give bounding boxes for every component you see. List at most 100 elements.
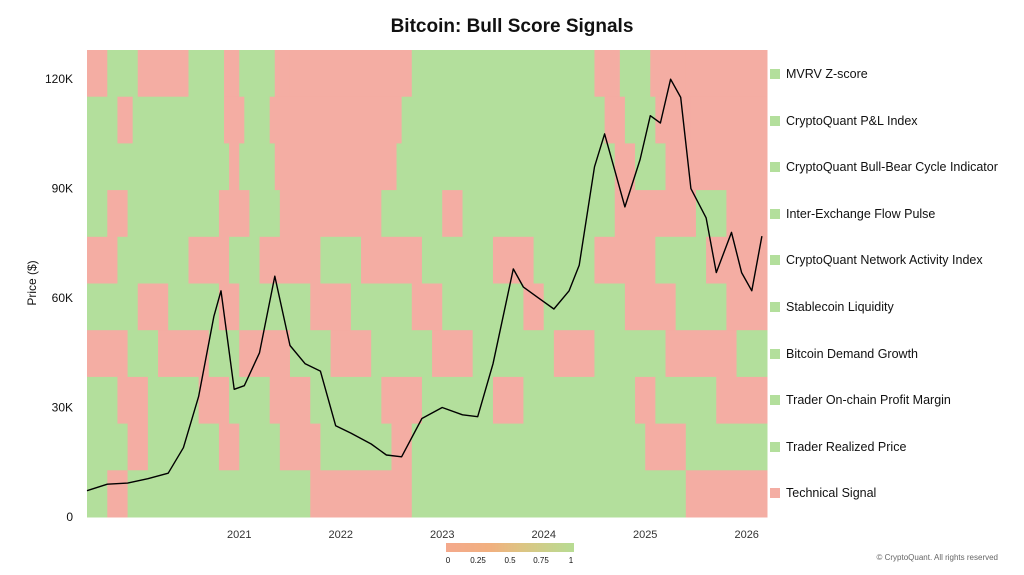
legend-swatch xyxy=(770,442,780,452)
heatmap-cell xyxy=(244,96,271,144)
legend-label: Trader On-chain Profit Margin xyxy=(786,393,951,407)
heatmap-cell xyxy=(279,423,321,471)
heatmap-cell xyxy=(624,283,677,331)
colorbar-tick: 1 xyxy=(568,556,574,565)
legend-swatch xyxy=(770,395,780,405)
heatmap-cell xyxy=(274,50,291,98)
heatmap-cell xyxy=(127,190,220,238)
heatmap-cell xyxy=(289,50,413,98)
heatmap-cell xyxy=(685,470,768,518)
legend-label: MVRV Z-score xyxy=(786,67,868,81)
heatmap-cell xyxy=(706,236,768,284)
heatmap-cell xyxy=(442,190,464,238)
legend-item: Bitcoin Demand Growth xyxy=(770,347,918,361)
legend-swatch xyxy=(770,488,780,498)
heatmap-cell xyxy=(218,190,250,238)
heatmap-cell xyxy=(239,50,276,98)
heatmap-cell xyxy=(117,236,189,284)
colorbar-tick: 0.75 xyxy=(533,556,549,565)
chart-title: Bitcoin: Bull Score Signals xyxy=(390,16,634,37)
heatmap-cell xyxy=(411,470,687,518)
heatmap-cell xyxy=(690,96,768,144)
heatmap-cell xyxy=(736,330,768,378)
heatmap-cell xyxy=(381,190,443,238)
heatmap-cell xyxy=(442,283,524,331)
heatmap-cell xyxy=(87,376,118,425)
heatmap-cell xyxy=(726,190,768,238)
heatmap-cell xyxy=(87,96,118,144)
y-tick-label: 0 xyxy=(66,510,73,524)
heatmap-cell xyxy=(381,376,423,425)
heatmap-cell xyxy=(168,283,220,331)
legend-item: Technical Signal xyxy=(770,486,876,500)
heatmap-cell xyxy=(188,50,225,98)
heatmap-cell xyxy=(127,470,311,518)
legend-swatch xyxy=(770,162,780,172)
legend-swatch xyxy=(770,116,780,126)
heatmap-cell xyxy=(472,330,555,378)
heatmap-cell xyxy=(87,236,118,284)
heatmap-cell xyxy=(269,376,311,425)
legend-swatch xyxy=(770,69,780,79)
heatmap-cell xyxy=(218,423,240,471)
legend-item: CryptoQuant Bull-Bear Cycle Indicator xyxy=(770,160,998,174)
heatmap-cell xyxy=(87,470,108,518)
legend-label: Inter-Exchange Flow Pulse xyxy=(786,207,936,221)
x-tick-label: 2023 xyxy=(430,529,454,541)
x-tick-label: 2025 xyxy=(633,529,657,541)
heatmap-cell xyxy=(726,283,768,331)
heatmap-cell xyxy=(411,423,646,471)
legend-label: Trader Realized Price xyxy=(786,440,907,454)
heatmap-cell xyxy=(533,236,595,284)
legend-item: Trader Realized Price xyxy=(770,440,906,454)
heatmap-cell xyxy=(188,236,230,284)
heatmap-cell xyxy=(122,143,230,191)
heatmap-cell xyxy=(361,236,423,284)
heatmap-cell xyxy=(117,376,149,425)
legend-item: Inter-Exchange Flow Pulse xyxy=(770,207,935,221)
heatmap-cell xyxy=(107,50,139,98)
heatmap-cell xyxy=(371,330,433,378)
heatmap-cell xyxy=(604,96,626,144)
legend-swatch xyxy=(770,209,780,219)
heatmap-cell xyxy=(665,143,697,191)
heatmap-cell xyxy=(421,236,494,284)
heatmap-cell xyxy=(274,143,398,191)
y-tick-label: 120K xyxy=(45,72,73,86)
legend-label: CryptoQuant P&L Index xyxy=(786,114,918,128)
heatmap-cell xyxy=(87,50,108,98)
heatmap-cell xyxy=(87,143,124,191)
legend-label: Stablecoin Liquidity xyxy=(786,300,894,314)
legend-item: Stablecoin Liquidity xyxy=(770,300,894,314)
heatmap-cell xyxy=(147,376,200,425)
heatmap-cell xyxy=(543,283,626,331)
y-axis-label: Price ($) xyxy=(25,260,39,306)
x-tick-label: 2026 xyxy=(734,529,758,541)
legend-item: Trader On-chain Profit Margin xyxy=(770,393,951,407)
heatmap-cell xyxy=(229,143,240,191)
heatmap-cell xyxy=(614,190,697,238)
legend-label: Technical Signal xyxy=(786,486,877,500)
heatmap-cell xyxy=(655,236,707,284)
heatmap-cell xyxy=(619,50,651,98)
heatmap-cell xyxy=(685,50,768,98)
heatmap-cell xyxy=(87,190,108,238)
heatmap-cell xyxy=(224,50,240,98)
heatmap-cell xyxy=(695,143,768,191)
heatmap-cell xyxy=(401,96,606,144)
x-tick-label: 2022 xyxy=(328,529,352,541)
legend-item: MVRV Z-score xyxy=(770,67,868,81)
copyright-footer: © CryptoQuant. All rights reserved xyxy=(876,553,999,562)
heatmap-cell xyxy=(391,423,413,471)
colorbar-tick: 0.5 xyxy=(504,556,516,565)
heatmap-cell xyxy=(310,283,352,331)
heatmap-cell xyxy=(655,376,717,425)
heatmap-cell xyxy=(685,423,768,471)
heatmap-cell xyxy=(411,50,595,98)
heatmap-cell xyxy=(107,470,129,518)
heatmap-cell xyxy=(87,423,129,471)
heatmap-cell xyxy=(665,330,738,378)
y-tick-label: 30K xyxy=(52,401,73,415)
heatmap-cell xyxy=(229,376,271,425)
heatmap-cell xyxy=(594,330,667,378)
